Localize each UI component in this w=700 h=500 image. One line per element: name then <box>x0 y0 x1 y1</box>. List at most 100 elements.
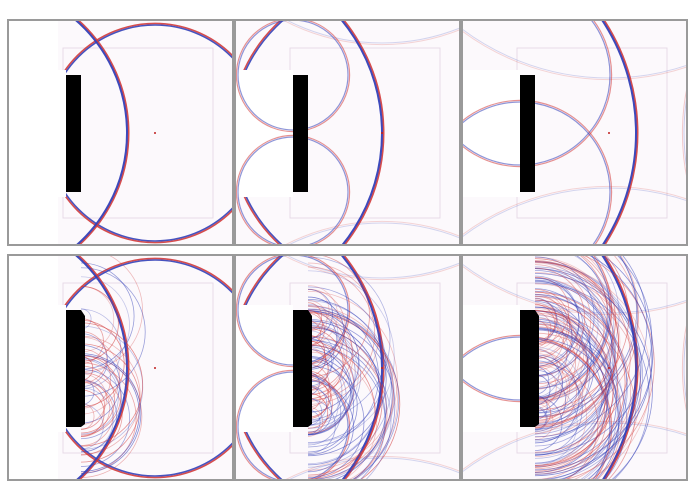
scatter-wave <box>80 387 114 453</box>
reflected-wave <box>600 255 637 480</box>
obstacle <box>520 75 535 192</box>
scatter-wave <box>534 314 589 421</box>
scatter-wave <box>307 376 330 420</box>
wavefront-blue <box>462 28 687 79</box>
scatter-wave <box>80 286 119 362</box>
scatter-wave <box>534 396 551 429</box>
wavefront-blue <box>683 93 687 173</box>
wavefront-red <box>282 255 460 281</box>
scatter-wave <box>534 277 614 435</box>
source <box>154 132 156 134</box>
scatter-wave <box>307 398 336 454</box>
scatter-wave <box>80 333 108 388</box>
scatter-wave <box>534 283 642 480</box>
source <box>608 132 610 134</box>
scatter-wave <box>534 261 614 419</box>
scatter-wave <box>307 309 360 413</box>
scatter-wave <box>307 320 381 465</box>
scatter-wave <box>80 322 144 447</box>
scatter-wave <box>534 280 584 378</box>
scatter-wave <box>534 346 584 444</box>
panel-border <box>7 19 234 246</box>
scatter-wave <box>534 356 568 422</box>
scatter-wave <box>534 293 565 353</box>
scatter-wave <box>80 378 110 437</box>
scatter-wave <box>307 339 355 433</box>
scatter-wave <box>534 394 548 421</box>
scatter-wave <box>307 379 333 429</box>
scatter-wave <box>307 266 375 401</box>
scatter-wave <box>534 277 616 438</box>
scatter-wave <box>80 372 123 456</box>
scatter-wave <box>80 355 143 478</box>
scatter-wave <box>80 365 115 434</box>
scatter-wave <box>534 277 580 367</box>
scatter-wave <box>534 369 566 432</box>
scatter-wave <box>80 318 104 365</box>
wavefront-red <box>282 20 460 46</box>
wavefront-red <box>462 265 687 316</box>
scatter-wave <box>534 300 573 377</box>
scatter-wave <box>307 289 346 365</box>
scatter-wave <box>534 341 608 480</box>
scatter-wave <box>307 365 365 479</box>
scatter-wave <box>307 303 339 365</box>
scatter-wave <box>80 267 146 397</box>
scatter-wave <box>80 353 142 474</box>
scatter-wave <box>534 396 563 452</box>
scatter-wave <box>534 255 637 414</box>
scatter-wave <box>534 296 631 480</box>
wavefront-blue <box>462 263 687 314</box>
scatter-wave <box>534 323 568 388</box>
scatter-wave <box>534 332 622 480</box>
scatter-wave <box>534 255 609 389</box>
scatter-wave <box>534 294 618 459</box>
scatter-wave <box>307 285 338 345</box>
panel <box>234 254 461 481</box>
scatter-wave <box>534 255 629 411</box>
panel-content <box>8 255 233 480</box>
scatter-wave <box>534 319 549 348</box>
scatter-wave <box>534 328 628 480</box>
wavefront-red <box>462 185 687 236</box>
scatter-wave <box>534 310 589 418</box>
scatter-wave <box>80 331 108 384</box>
left-blank <box>8 255 58 480</box>
scatter-wave <box>534 320 617 480</box>
scatter-wave <box>534 291 568 358</box>
panel <box>461 19 688 246</box>
wavefront-red <box>681 320 687 416</box>
scatter-wave <box>307 310 393 480</box>
scatter-wave <box>534 364 587 468</box>
reflected-wave <box>342 255 385 480</box>
scatter-wave <box>534 258 620 427</box>
scatter-wave <box>534 316 569 384</box>
shadow <box>462 305 520 432</box>
scatter-wave <box>307 327 387 480</box>
scatter-wave <box>307 310 398 480</box>
scatter-wave <box>534 309 564 368</box>
reflected-wave <box>602 20 639 245</box>
scatter-wave <box>534 304 578 390</box>
scatter-wave <box>534 262 605 401</box>
scatter-wave <box>534 255 654 471</box>
wavefront-blue <box>462 187 687 238</box>
wavefront-red <box>462 30 687 81</box>
scatter-wave <box>80 380 117 453</box>
obstacle <box>66 75 81 192</box>
scatter-wave <box>534 361 599 480</box>
scatter-wave <box>307 308 399 480</box>
scatter-wave <box>534 317 588 424</box>
scatter-wave <box>307 256 391 422</box>
rough-obstacle <box>293 310 312 427</box>
reflected-wave <box>342 20 385 245</box>
source <box>154 367 156 369</box>
scatter-wave <box>534 306 584 405</box>
panel-content <box>235 255 460 480</box>
wavefront-red <box>283 220 460 245</box>
obstacle <box>293 75 308 192</box>
scatter-wave <box>80 344 121 424</box>
scatter-wave <box>534 311 552 345</box>
scatter-wave <box>534 255 639 426</box>
rough-obstacle <box>520 310 539 427</box>
